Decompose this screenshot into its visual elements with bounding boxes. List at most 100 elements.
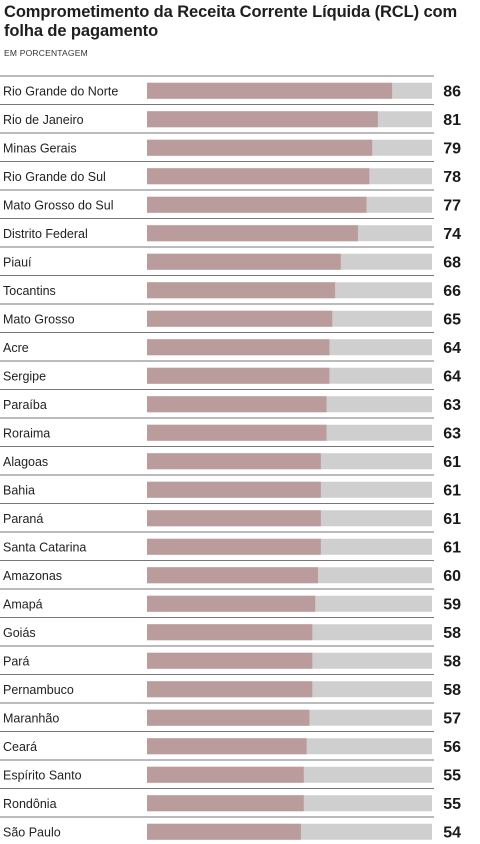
category-label: Paraná — [3, 512, 43, 526]
value-label: 74 — [443, 226, 461, 243]
value-label: 63 — [443, 397, 461, 414]
value-label: 66 — [443, 283, 461, 300]
bar-row: Maranhão 57 — [0, 709, 461, 732]
category-label: Sergipe — [3, 369, 46, 383]
value-label: 59 — [443, 596, 461, 613]
category-label: Acre — [3, 341, 29, 355]
value-label: 64 — [443, 368, 461, 385]
category-label: Espírito Santo — [3, 768, 82, 782]
bar-row: Paraná 61 — [0, 510, 461, 533]
bar-row: Amapá 59 — [0, 595, 461, 618]
bar-row: Tocantins 66 — [0, 282, 461, 305]
category-label: Alagoas — [3, 455, 48, 469]
category-label: Bahia — [3, 483, 35, 497]
category-label: Santa Catarina — [3, 540, 86, 554]
bar — [147, 681, 313, 698]
bar — [147, 82, 393, 99]
bar — [147, 481, 321, 498]
bar-row: Roraima 63 — [0, 424, 461, 447]
bar-row: Rio Grande do Norte 86 — [0, 82, 461, 105]
category-label: Pará — [3, 654, 29, 668]
value-label: 86 — [443, 83, 461, 100]
bar — [147, 196, 367, 213]
bar-row: Pernambuco 58 — [0, 681, 461, 704]
bar-row: Minas Gerais 79 — [0, 139, 461, 162]
bar-row: Mato Grosso do Sul 77 — [0, 196, 461, 219]
value-label: 55 — [443, 796, 461, 813]
chart-title: Comprometimento da Receita Corrente Líqu… — [4, 3, 458, 40]
bar — [147, 595, 316, 612]
bar-row: Alagoas 61 — [0, 453, 461, 476]
value-label: 56 — [443, 739, 461, 756]
category-label: Amapá — [3, 597, 43, 611]
bar-row: Rondônia 55 — [0, 795, 461, 818]
bar — [147, 310, 333, 327]
bar — [147, 453, 321, 470]
bar-row: Ceará 56 — [0, 738, 461, 761]
bar-row: Espírito Santo 55 — [0, 766, 461, 789]
bar-row: Sergipe 64 — [0, 367, 461, 390]
bar — [147, 139, 373, 156]
category-label: Piauí — [3, 255, 32, 269]
bar — [147, 795, 304, 812]
bar-row: Goiás 58 — [0, 624, 461, 647]
category-label: Rio de Janeiro — [3, 113, 84, 127]
category-label: Minas Gerais — [3, 141, 77, 155]
value-label: 68 — [443, 254, 461, 271]
bar-row: Mato Grosso 65 — [0, 310, 461, 333]
bar — [147, 282, 336, 299]
bar — [147, 652, 313, 669]
bar-row: Pará 58 — [0, 652, 461, 675]
bar — [147, 510, 321, 527]
bar-row: Distrito Federal 74 — [0, 225, 461, 248]
value-label: 79 — [443, 140, 461, 157]
category-label: Amazonas — [3, 569, 62, 583]
bar — [147, 823, 301, 840]
value-label: 64 — [443, 340, 461, 357]
bar-row: Paraíba 63 — [0, 396, 461, 419]
bar-row: Piauí 68 — [0, 253, 461, 276]
bar — [147, 538, 321, 555]
value-label: 58 — [443, 682, 461, 699]
category-label: São Paulo — [3, 825, 61, 839]
value-label: 57 — [443, 710, 461, 727]
bar-row: São Paulo 54 — [3, 823, 461, 841]
category-label: Mato Grosso — [3, 312, 75, 326]
bar — [147, 367, 330, 384]
value-label: 81 — [443, 112, 461, 129]
value-label: 55 — [443, 767, 461, 784]
category-label: Mato Grosso do Sul — [3, 198, 113, 212]
bar-row: Rio Grande do Sul 78 — [0, 168, 461, 191]
value-label: 77 — [443, 197, 461, 214]
category-label: Pernambuco — [3, 683, 74, 697]
value-label: 54 — [443, 824, 461, 841]
value-label: 63 — [443, 425, 461, 442]
category-label: Maranhão — [3, 711, 59, 725]
value-label: 61 — [443, 539, 461, 556]
bar — [147, 424, 327, 441]
category-label: Tocantins — [3, 284, 56, 298]
bar — [147, 396, 327, 413]
category-label: Distrito Federal — [3, 227, 88, 241]
value-label: 61 — [443, 454, 461, 471]
value-label: 58 — [443, 625, 461, 642]
bar-row: Rio de Janeiro 81 — [0, 111, 461, 134]
chart-subtitle: EM PORCENTAGEM — [4, 48, 88, 58]
category-label: Rio Grande do Sul — [3, 170, 106, 184]
value-label: 61 — [443, 511, 461, 528]
bar — [147, 111, 378, 128]
value-label: 65 — [443, 311, 461, 328]
category-label: Rio Grande do Norte — [3, 84, 118, 98]
bar-row: Santa Catarina 61 — [0, 538, 461, 561]
bar — [147, 738, 307, 755]
bar — [147, 253, 341, 270]
category-label: Paraíba — [3, 398, 47, 412]
bar-row: Amazonas 60 — [0, 567, 461, 590]
category-label: Roraima — [3, 426, 50, 440]
bar — [147, 766, 304, 783]
value-label: 60 — [443, 568, 461, 585]
category-label: Ceará — [3, 740, 37, 754]
bar-row: Acre 64 — [0, 339, 461, 362]
bar — [147, 624, 313, 641]
value-label: 78 — [443, 169, 461, 186]
